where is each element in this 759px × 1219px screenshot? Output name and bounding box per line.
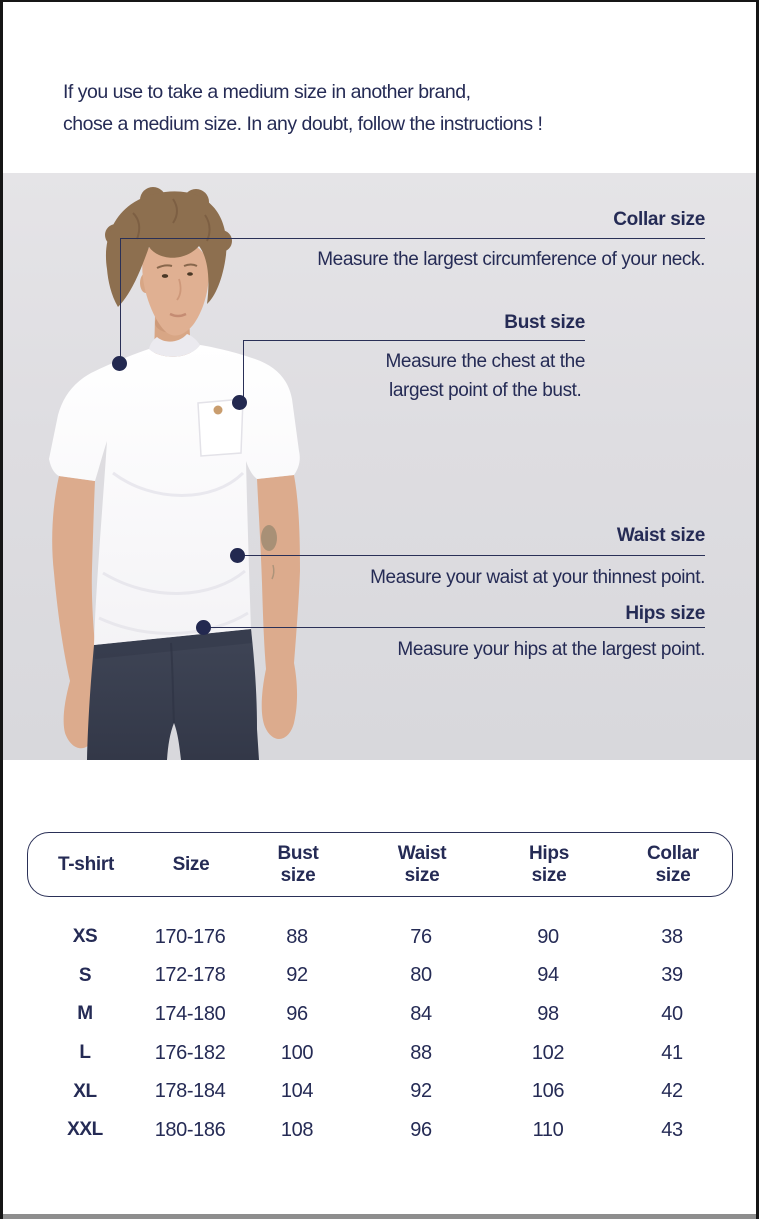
table-row-s: S 172-178 92 80 94 39 bbox=[78, 964, 683, 987]
measurement-photo-section: Collar size Measure the largest circumfe… bbox=[3, 173, 756, 760]
pocket-logo bbox=[213, 405, 223, 415]
intro-line-1: If you use to take a medium size in anot… bbox=[63, 81, 471, 103]
hips-pointer-line bbox=[203, 627, 705, 628]
hips-size-title: Hips size bbox=[625, 603, 705, 624]
header-cell-bust-size: Bust size bbox=[277, 842, 319, 886]
intro-text: If you use to take a medium size in anot… bbox=[63, 76, 543, 140]
model-right-arm bbox=[257, 475, 300, 739]
model-hair bbox=[105, 187, 232, 307]
bust-pointer-line bbox=[243, 340, 585, 341]
bust-desc-line-1: Measure the chest at the bbox=[385, 351, 585, 372]
bottom-divider-bar bbox=[3, 1214, 756, 1219]
table-row-m: M 174-180 96 84 98 40 bbox=[77, 1002, 683, 1025]
bust-desc-line-2: largest point of the bust. bbox=[389, 380, 582, 401]
table-row-xs: XS 170-176 88 76 90 38 bbox=[72, 925, 683, 948]
table-row-l: L 176-182 100 88 102 41 bbox=[79, 1041, 683, 1064]
header-cell-tshirt: T-shirt bbox=[58, 853, 114, 875]
intro-line-2: chose a medium size. In any doubt, follo… bbox=[63, 113, 543, 135]
arm-tattoo bbox=[261, 525, 277, 551]
waist-pointer-line bbox=[237, 555, 705, 556]
waist-measure-dot bbox=[230, 548, 245, 563]
table-row-xl: XL 178-184 104 92 106 42 bbox=[73, 1080, 683, 1103]
waist-size-description: Measure your waist at your thinnest poin… bbox=[370, 567, 705, 588]
hips-measure-dot bbox=[196, 620, 211, 635]
header-cell-waist-size: Waist size bbox=[397, 842, 447, 886]
bust-size-description: Measure the chest at the largest point o… bbox=[385, 347, 585, 405]
collar-pointer-vline bbox=[120, 238, 121, 363]
collar-size-title: Collar size bbox=[613, 209, 705, 230]
size-table-header: T-shirt Size Bust size Waist size Hips s… bbox=[27, 832, 733, 897]
waist-size-title: Waist size bbox=[616, 525, 705, 546]
collar-measure-dot bbox=[112, 356, 127, 371]
bust-size-title: Bust size bbox=[504, 312, 585, 333]
header-cell-collar-size: Collar size bbox=[646, 842, 700, 886]
bust-pointer-vline bbox=[243, 340, 244, 397]
tshirt-collar bbox=[149, 334, 200, 357]
collar-size-description: Measure the largest circumference of you… bbox=[317, 249, 705, 270]
model-left-arm bbox=[52, 476, 101, 749]
table-row-xxl: XXL 180-186 108 96 110 43 bbox=[67, 1118, 683, 1141]
header-cell-size: Size bbox=[172, 853, 210, 875]
model-illustration bbox=[49, 187, 300, 760]
tshirt-pocket bbox=[197, 398, 244, 457]
collar-pointer-line bbox=[120, 238, 705, 239]
header-cell-hips-size: Hips size bbox=[529, 842, 569, 886]
hips-size-description: Measure your hips at the largest point. bbox=[397, 639, 705, 660]
bust-measure-dot bbox=[232, 395, 247, 410]
size-table-body: XS 170-176 88 76 90 38 S 172-178 92 80 9… bbox=[27, 918, 733, 1150]
